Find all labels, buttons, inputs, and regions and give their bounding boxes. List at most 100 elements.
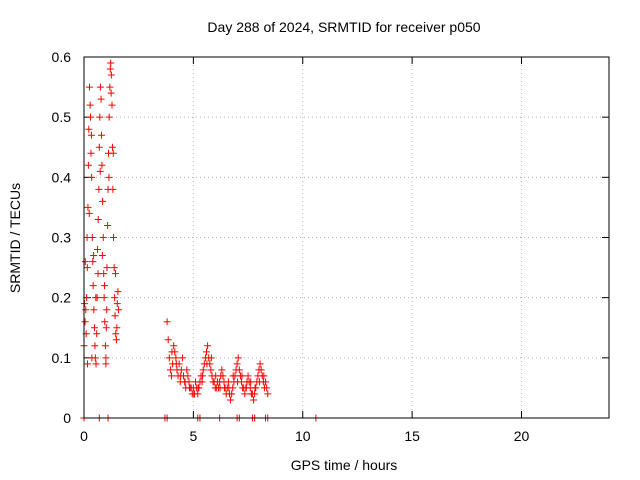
data-point bbox=[228, 390, 236, 398]
data-point bbox=[256, 360, 264, 368]
y-tick-label: 0 bbox=[63, 410, 71, 426]
data-point bbox=[172, 360, 180, 368]
data-point bbox=[107, 71, 115, 79]
data-point bbox=[113, 324, 121, 332]
x-tick-label: 20 bbox=[514, 428, 530, 444]
data-point bbox=[84, 203, 92, 211]
data-point bbox=[251, 384, 259, 392]
data-point bbox=[89, 258, 97, 266]
data-point bbox=[111, 294, 119, 302]
data-point bbox=[203, 348, 210, 356]
data-point bbox=[94, 270, 102, 278]
data-point bbox=[99, 234, 107, 241]
data-point bbox=[163, 318, 171, 326]
data-point bbox=[260, 372, 268, 380]
data-point bbox=[168, 372, 175, 380]
data-point bbox=[164, 336, 172, 344]
data-point bbox=[96, 167, 104, 175]
data-point bbox=[207, 354, 215, 362]
data-point bbox=[227, 396, 235, 404]
data-point bbox=[92, 360, 100, 368]
data-point bbox=[81, 318, 89, 326]
data-point bbox=[170, 342, 178, 350]
data-point bbox=[198, 378, 206, 386]
y-tick-label: 0.2 bbox=[52, 290, 72, 306]
data-point bbox=[106, 83, 114, 91]
data-point bbox=[250, 396, 258, 404]
data-point bbox=[98, 252, 106, 260]
x-tick-label: 0 bbox=[80, 428, 88, 444]
x-tick-label: 5 bbox=[189, 428, 197, 444]
y-tick-label: 0.4 bbox=[52, 169, 72, 185]
data-point bbox=[113, 300, 121, 308]
data-point bbox=[218, 366, 226, 374]
grid-lines bbox=[84, 57, 609, 418]
data-point bbox=[111, 312, 119, 320]
data-point bbox=[83, 264, 91, 272]
data-point bbox=[87, 149, 95, 157]
data-point bbox=[86, 101, 94, 109]
data-point bbox=[238, 372, 246, 380]
data-point bbox=[199, 372, 207, 380]
data-point bbox=[185, 384, 193, 392]
data-point bbox=[98, 131, 105, 139]
data-point bbox=[90, 252, 98, 260]
data-point bbox=[93, 330, 101, 338]
chart-title: Day 288 of 2024, SRMTID for receiver p05… bbox=[207, 19, 480, 35]
data-point bbox=[103, 264, 111, 272]
data-point bbox=[108, 143, 116, 151]
data-point bbox=[242, 384, 250, 392]
data-point bbox=[91, 324, 98, 332]
data-point bbox=[112, 336, 120, 344]
data-point bbox=[178, 354, 186, 362]
data-point bbox=[85, 83, 93, 91]
data-point bbox=[234, 378, 242, 386]
data-point bbox=[97, 95, 105, 103]
data-point bbox=[165, 354, 173, 362]
data-point bbox=[100, 294, 108, 302]
y-tick-label: 0.6 bbox=[52, 49, 72, 65]
data-point bbox=[229, 372, 237, 380]
data-point bbox=[94, 246, 102, 254]
data-point bbox=[106, 65, 114, 73]
data-point bbox=[82, 306, 90, 314]
data-point bbox=[109, 149, 117, 157]
data-point bbox=[85, 125, 93, 133]
data-point bbox=[190, 390, 198, 398]
data-point bbox=[255, 378, 263, 386]
data-point bbox=[257, 366, 265, 374]
x-tick-label: 15 bbox=[404, 428, 420, 444]
data-point bbox=[112, 270, 119, 278]
data-point bbox=[183, 366, 191, 374]
data-point bbox=[235, 366, 243, 374]
data-point bbox=[251, 390, 259, 398]
data-point bbox=[168, 348, 176, 356]
data-point bbox=[88, 173, 96, 181]
data-point bbox=[84, 360, 91, 368]
data-point bbox=[83, 234, 91, 241]
data-point bbox=[107, 59, 115, 67]
x-axis-label: GPS time / hours bbox=[291, 457, 398, 473]
data-point bbox=[89, 282, 97, 290]
data-point bbox=[244, 372, 252, 380]
y-tick-label: 0.3 bbox=[52, 230, 72, 246]
data-point bbox=[101, 282, 109, 290]
data-point bbox=[203, 360, 211, 368]
data-point bbox=[103, 306, 111, 314]
data-point bbox=[84, 161, 92, 169]
data-point bbox=[107, 89, 115, 97]
x-tick-label: 10 bbox=[295, 428, 311, 444]
data-point bbox=[181, 378, 189, 386]
data-point bbox=[96, 83, 104, 91]
data-point bbox=[241, 390, 249, 398]
data-point bbox=[114, 288, 122, 296]
data-point bbox=[194, 384, 202, 392]
data-point bbox=[110, 264, 118, 272]
data-point bbox=[102, 324, 110, 332]
y-tick-label: 0.1 bbox=[52, 350, 72, 366]
data-point bbox=[262, 378, 270, 386]
data-point bbox=[105, 173, 113, 181]
data-point bbox=[204, 342, 212, 350]
data-point bbox=[109, 185, 117, 193]
